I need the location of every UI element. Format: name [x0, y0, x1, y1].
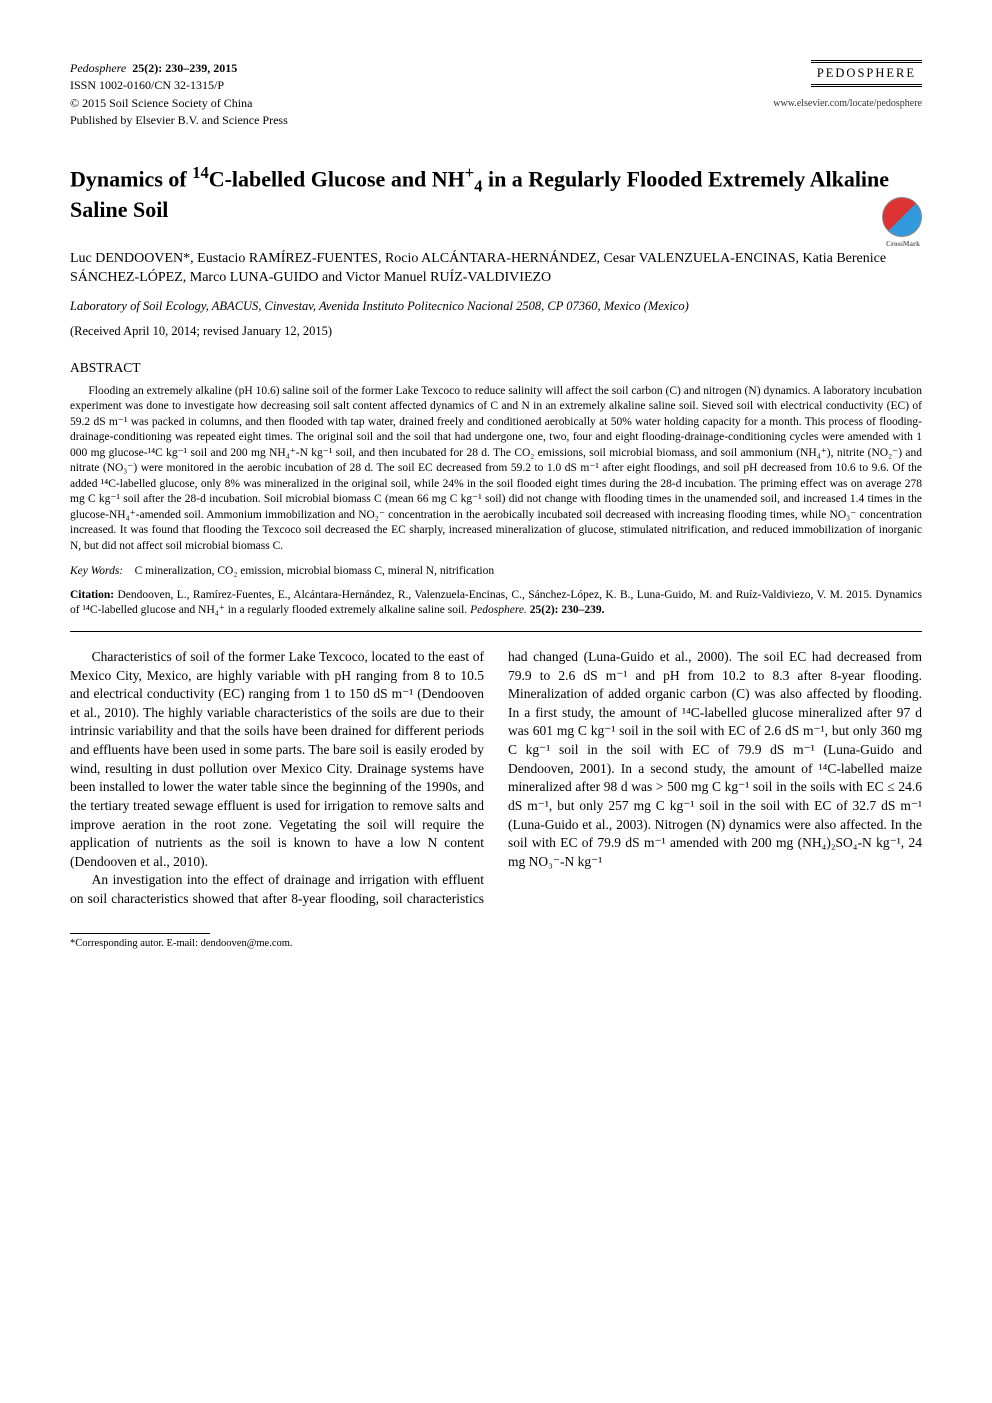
- journal-box: PEDOSPHERE: [811, 60, 922, 87]
- authors: Luc DENDOOVEN*, Eustacio RAMÍREZ-FUENTES…: [70, 249, 922, 288]
- journal-name: Pedosphere: [70, 61, 126, 75]
- keywords: Key Words: C mineralization, CO₂ emissio…: [70, 564, 922, 580]
- citation-journal: Pedosphere.: [470, 604, 527, 616]
- copyright: © 2015 Soil Science Society of China: [70, 96, 252, 110]
- body-columns: Characteristics of soil of the former La…: [70, 648, 922, 909]
- citation-ref: 25(2): 230–239.: [527, 604, 605, 616]
- keywords-text: C mineralization, CO₂ emission, microbia…: [135, 565, 495, 577]
- title-mid1: C-labelled Glucose and NH: [209, 166, 465, 191]
- crossmark-icon[interactable]: [882, 197, 922, 237]
- keywords-label: Key Words:: [70, 565, 123, 577]
- header-right: PEDOSPHERE www.elsevier.com/locate/pedos…: [773, 60, 922, 110]
- citation-prefix: Citation:: [70, 589, 117, 601]
- crossmark-label: CrossMark: [886, 240, 920, 249]
- journal-meta: Pedosphere 25(2): 230–239, 2015 ISSN 100…: [70, 60, 288, 130]
- footnote: *Corresponding autor. E-mail: dendooven@…: [70, 937, 922, 951]
- publisher: Published by Elsevier B.V. and Science P…: [70, 113, 288, 127]
- title-sup2: +: [465, 163, 474, 182]
- journal-url: www.elsevier.com/locate/pedosphere: [773, 97, 922, 111]
- header-block: Pedosphere 25(2): 230–239, 2015 ISSN 100…: [70, 60, 922, 130]
- affiliation: Laboratory of Soil Ecology, ABACUS, Cinv…: [70, 298, 922, 315]
- abstract-heading: ABSTRACT: [70, 359, 922, 377]
- received-dates: (Received April 10, 2014; revised Januar…: [70, 323, 922, 340]
- title-pre: Dynamics of: [70, 166, 192, 191]
- title-sup1: 14: [192, 163, 209, 182]
- issn: ISSN 1002-0160/CN 32-1315/P: [70, 78, 224, 92]
- article-title: Dynamics of 14C-labelled Glucose and NH+…: [70, 162, 922, 225]
- abstract-text: Flooding an extremely alkaline (pH 10.6)…: [70, 384, 922, 555]
- body-paragraph-1: Characteristics of soil of the former La…: [70, 648, 484, 872]
- footnote-rule: [70, 933, 210, 934]
- citation: Citation: Dendooven, L., Ramírez-Fuentes…: [70, 588, 922, 632]
- volume-issue: 25(2): 230–239, 2015: [132, 61, 237, 75]
